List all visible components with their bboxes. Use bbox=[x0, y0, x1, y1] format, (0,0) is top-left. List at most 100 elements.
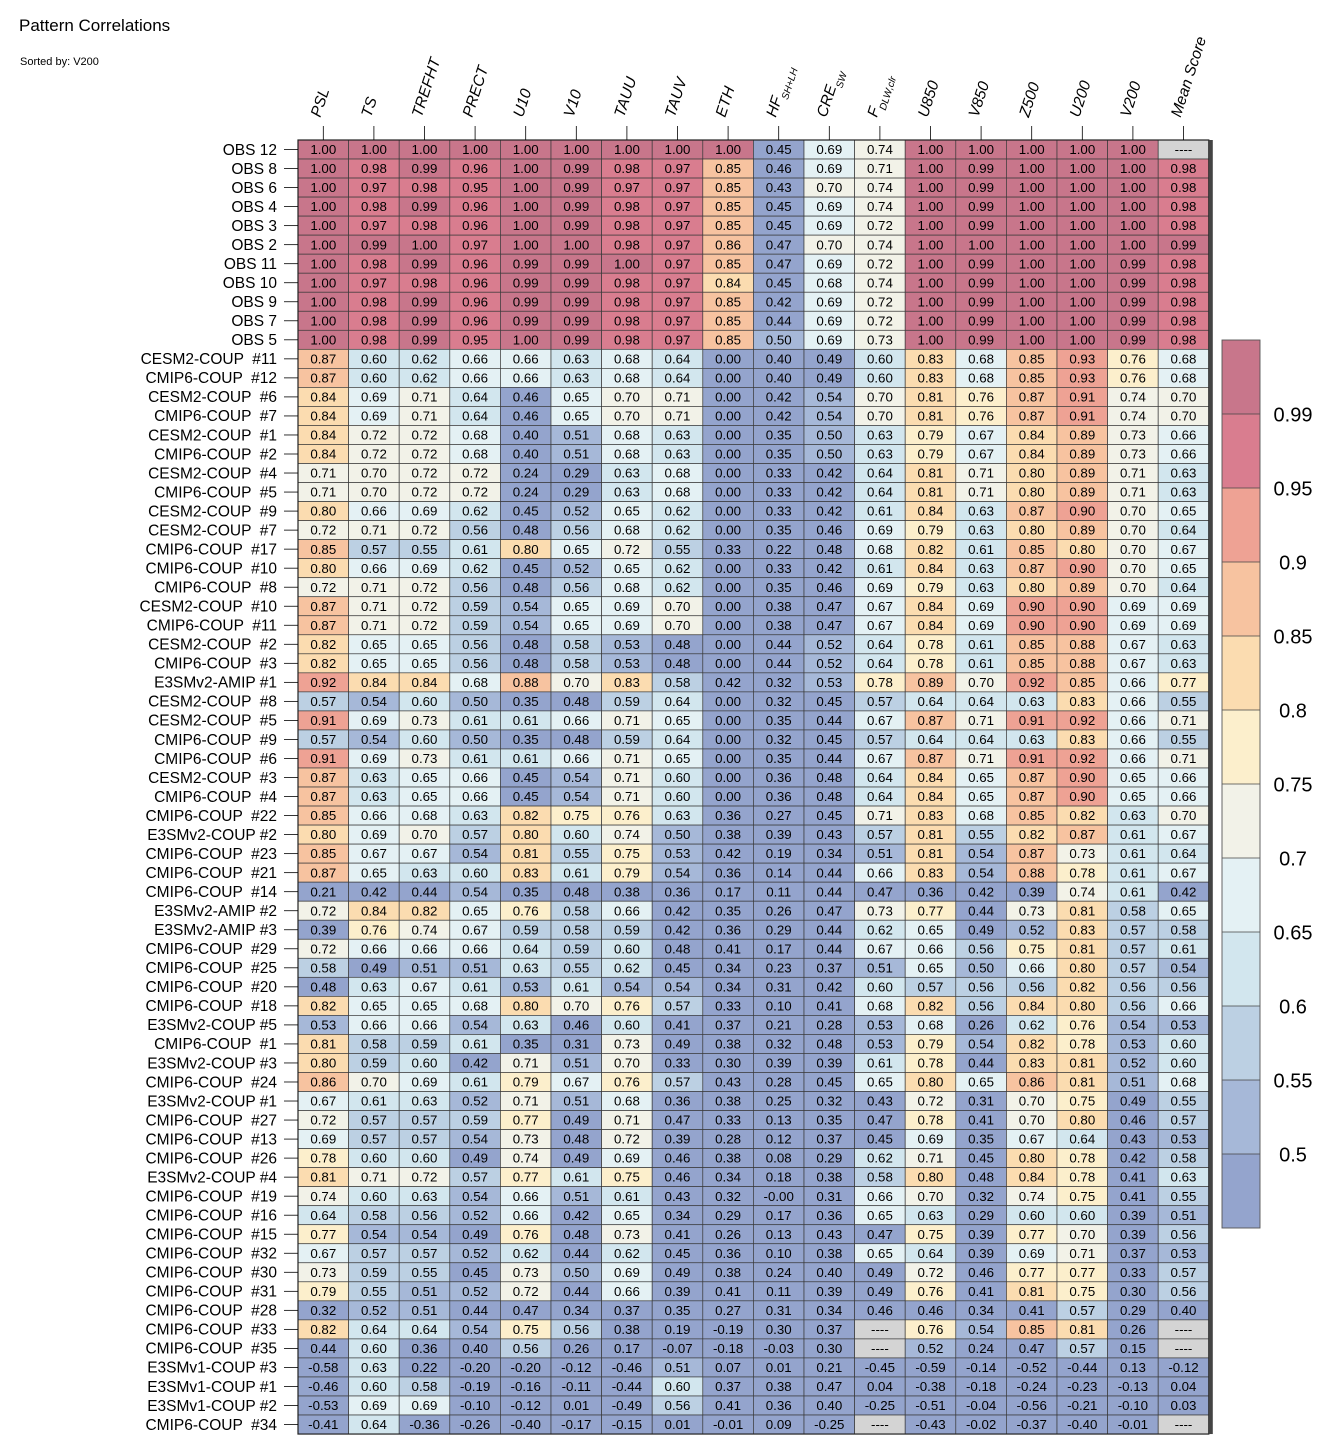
cell-value: 0.60 bbox=[462, 865, 488, 880]
cell-value: 0.87 bbox=[1019, 390, 1045, 405]
cell-value: 0.85 bbox=[1019, 1322, 1045, 1337]
cell-value: 0.76 bbox=[513, 903, 539, 918]
cell-value: 0.35 bbox=[513, 1037, 539, 1052]
cell-value: 0.69 bbox=[867, 580, 893, 595]
cell-value: 0.98 bbox=[361, 332, 387, 347]
cell-value: 0.48 bbox=[563, 694, 589, 709]
cell-value: 0.79 bbox=[918, 523, 944, 538]
colorbar-segment bbox=[1222, 488, 1260, 562]
cell-value: 0.60 bbox=[867, 351, 893, 366]
row-label: CMIP6-COUP #8 bbox=[154, 580, 277, 597]
cell-value: 0.56 bbox=[968, 979, 994, 994]
cell-value: 0.66 bbox=[513, 1208, 539, 1223]
row-label: E3SMv1-COUP #1 bbox=[147, 1379, 277, 1396]
cell-value: 0.99 bbox=[412, 256, 438, 271]
cell-value: 0.68 bbox=[462, 675, 488, 690]
cell-value: 0.88 bbox=[1069, 656, 1095, 671]
row-label: CMIP6-COUP #29 bbox=[145, 941, 277, 958]
cell-value: 0.71 bbox=[665, 390, 691, 405]
cell-value: 0.98 bbox=[1171, 218, 1197, 233]
cell-value: 1.00 bbox=[310, 294, 336, 309]
cell-value: 0.42 bbox=[766, 409, 792, 424]
cell-value: 0.42 bbox=[968, 884, 994, 899]
cell-value: 0.99 bbox=[968, 218, 994, 233]
cell-value: 0.87 bbox=[1019, 504, 1045, 519]
cell-value: 0.48 bbox=[665, 637, 691, 652]
cell-value: 0.41 bbox=[968, 1113, 994, 1128]
cell-value: 0.66 bbox=[867, 865, 893, 880]
cell-value: 0.95 bbox=[462, 180, 488, 195]
cell-value: 1.00 bbox=[1019, 294, 1045, 309]
cell-value: ---- bbox=[871, 1322, 889, 1337]
cell-value: 1.00 bbox=[310, 275, 336, 290]
cell-value: 0.21 bbox=[816, 1360, 842, 1375]
cell-value: 0.71 bbox=[968, 466, 994, 481]
cell-value: 0.64 bbox=[968, 694, 994, 709]
cell-value: 0.64 bbox=[1171, 846, 1197, 861]
cell-value: 0.68 bbox=[614, 447, 640, 462]
cell-value: 0.00 bbox=[715, 656, 741, 671]
cell-value: 0.74 bbox=[867, 180, 893, 195]
cell-value: 0.36 bbox=[715, 865, 741, 880]
cell-value: 0.45 bbox=[665, 960, 691, 975]
cell-value: 0.00 bbox=[715, 523, 741, 538]
row-label: CMIP6-COUP #4 bbox=[154, 789, 277, 806]
cell-value: 1.00 bbox=[310, 237, 336, 252]
cell-value: 0.29 bbox=[563, 485, 589, 500]
cell-value: 0.67 bbox=[867, 599, 893, 614]
cell-value: 0.74 bbox=[1069, 884, 1095, 899]
cell-value: 0.72 bbox=[614, 542, 640, 557]
cell-value: 0.44 bbox=[816, 865, 842, 880]
cell-value: 0.81 bbox=[918, 466, 944, 481]
cell-value: 0.25 bbox=[766, 1094, 792, 1109]
cell-value: 0.68 bbox=[1171, 351, 1197, 366]
cell-value: 0.56 bbox=[1171, 1284, 1197, 1299]
cell-value: 0.69 bbox=[816, 199, 842, 214]
cell-value: 0.70 bbox=[361, 485, 387, 500]
cell-value: 0.42 bbox=[715, 846, 741, 861]
cell-value: 0.65 bbox=[1171, 561, 1197, 576]
cell-value: 0.61 bbox=[1171, 941, 1197, 956]
cell-value: 0.36 bbox=[816, 1208, 842, 1223]
cell-value: 0.30 bbox=[715, 1056, 741, 1071]
cell-value: 0.48 bbox=[563, 1227, 589, 1242]
cell-value: 0.89 bbox=[1069, 580, 1095, 595]
cell-value: 0.27 bbox=[766, 808, 792, 823]
cell-value: 0.67 bbox=[1171, 827, 1197, 842]
cell-value: 0.81 bbox=[918, 846, 944, 861]
cell-value: 0.89 bbox=[1069, 466, 1095, 481]
cell-value: 0.85 bbox=[715, 180, 741, 195]
cell-value: 0.60 bbox=[867, 370, 893, 385]
cell-value: 0.85 bbox=[715, 218, 741, 233]
cell-value: 0.79 bbox=[310, 1284, 336, 1299]
cell-value: 0.42 bbox=[816, 485, 842, 500]
cell-value: 0.84 bbox=[918, 789, 944, 804]
cell-value: 0.44 bbox=[766, 656, 792, 671]
cell-value: 0.55 bbox=[1171, 1189, 1197, 1204]
cell-value: 0.99 bbox=[968, 294, 994, 309]
cell-value: 0.99 bbox=[1171, 237, 1197, 252]
cell-value: 0.60 bbox=[665, 789, 691, 804]
cell-value: 0.72 bbox=[310, 1113, 336, 1128]
row-label: CMIP6-COUP #21 bbox=[145, 865, 277, 882]
cell-value: -0.59 bbox=[915, 1360, 945, 1375]
cell-value: 0.33 bbox=[766, 561, 792, 576]
row-label: CESM2-COUP #1 bbox=[148, 427, 277, 444]
cell-value: 0.13 bbox=[1120, 1360, 1146, 1375]
cell-value: 0.65 bbox=[563, 542, 589, 557]
cell-value: 0.85 bbox=[715, 199, 741, 214]
heatmap-cells: 1.00 1.00 1.00 1.00 1.00 1.00 1.00 1.00 1.00 0.45… bbox=[297, 139, 1210, 1435]
cell-value: 0.19 bbox=[766, 846, 792, 861]
heatmap-edge-shadow bbox=[1208, 140, 1213, 1435]
cell-value: 0.99 bbox=[1120, 294, 1146, 309]
cell-value: 0.70 bbox=[412, 827, 438, 842]
cell-value: 0.98 bbox=[1171, 180, 1197, 195]
cell-value: 0.71 bbox=[1171, 751, 1197, 766]
cell-value: 0.61 bbox=[968, 656, 994, 671]
cell-value: 0.62 bbox=[412, 351, 438, 366]
cell-value: 0.39 bbox=[816, 1284, 842, 1299]
cell-value: 0.49 bbox=[968, 922, 994, 937]
cell-value: ---- bbox=[1175, 1322, 1193, 1337]
cell-value: 0.63 bbox=[665, 447, 691, 462]
cell-value: 0.98 bbox=[1171, 294, 1197, 309]
